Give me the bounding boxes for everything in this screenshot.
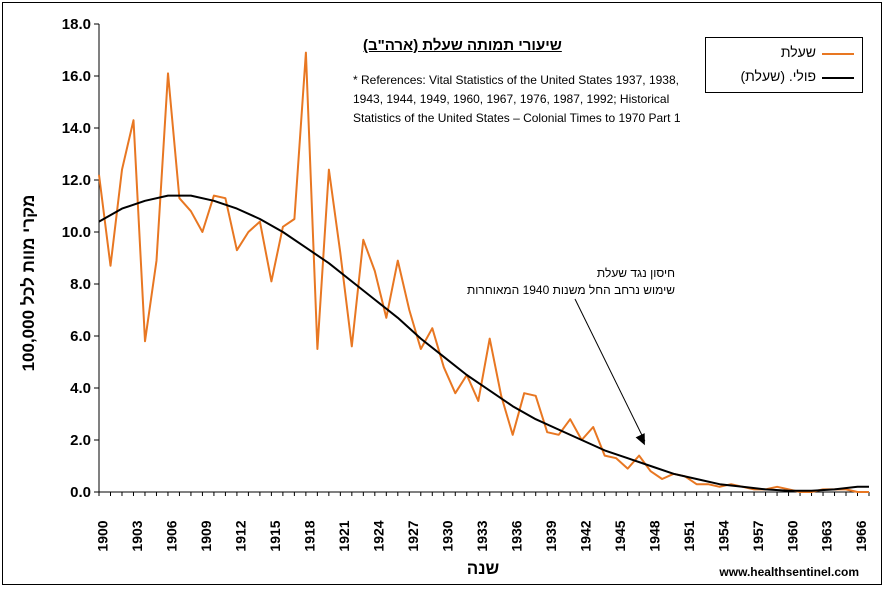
- annotation-arrow-head: [635, 433, 645, 446]
- x-tick-label: 1912: [233, 520, 249, 551]
- x-tick-label: 1906: [164, 520, 180, 551]
- x-tick-label: 1939: [543, 520, 559, 551]
- x-axis-label: שנה: [466, 559, 500, 578]
- x-tick-label: 1957: [750, 520, 766, 551]
- y-tick-label: 16.0: [62, 68, 91, 85]
- chart-legend: שעלת פולי. (שעלת): [705, 37, 863, 93]
- legend-entry-trend: פולי. (שעלת): [706, 66, 862, 88]
- y-tick-label: 18.0: [62, 16, 91, 33]
- source-credit: www.healthsentinel.com: [719, 565, 859, 579]
- x-tick-label: 1960: [784, 520, 800, 551]
- x-tick-label: 1915: [267, 520, 283, 551]
- y-axis-label: מקרי מוות לכל 100,000: [19, 194, 38, 372]
- references-note: * References: Vital Statistics of the Un…: [353, 73, 681, 125]
- x-tick-label: 1936: [508, 520, 524, 551]
- x-tick-label: 1930: [439, 520, 455, 551]
- x-tick-labels: 1900 1903 1906 1909 1912 1915 1918 1921 1924 1927…: [95, 520, 870, 551]
- annotation-line-1: חיסון נגד שעלת: [596, 266, 675, 280]
- y-tick-label: 8.0: [70, 276, 91, 293]
- y-tick-label: 0.0: [70, 484, 91, 501]
- chart-title: שיעורי תמותה שעלת (ארה"ב): [363, 37, 562, 54]
- y-tick-label: 10.0: [62, 224, 91, 241]
- x-tick-label: 1945: [612, 520, 628, 551]
- x-tick-label: 1951: [681, 520, 697, 551]
- annotation-arrow: [574, 298, 646, 446]
- series-line-trend: [98, 194, 869, 492]
- x-tick-label: 1903: [129, 520, 145, 551]
- x-tick-label: 1918: [302, 520, 318, 551]
- x-tick-label: 1900: [95, 520, 111, 551]
- x-tick-label: 1924: [371, 520, 387, 551]
- x-tick-label: 1966: [853, 520, 869, 551]
- y-tick-label: 12.0: [62, 172, 91, 189]
- y-tick-label: 2.0: [70, 432, 91, 449]
- x-tick-label: 1942: [577, 520, 593, 551]
- legend-swatch-trend: [822, 77, 854, 79]
- x-tick-label: 1921: [336, 520, 352, 551]
- annotation-arrow-line: [574, 298, 646, 442]
- chart-series: [98, 51, 869, 493]
- legend-label-trend: פולי. (שעלת): [740, 68, 816, 84]
- legend-label-pertussis: שעלת: [780, 44, 816, 60]
- x-tick-label: 1963: [819, 520, 835, 551]
- y-tick-label: 14.0: [62, 120, 91, 137]
- chart-svg: 0.0 2.0 4.0 6.0 8.0 10.0 12.0 14.0 16.0 18.0 1900…: [62, 16, 870, 552]
- chart-axes: [94, 23, 870, 496]
- x-tick-label: 1933: [474, 520, 490, 551]
- x-tick-label: 1948: [646, 520, 662, 551]
- legend-swatch-pertussis: [822, 53, 854, 55]
- y-tick-labels: 0.0 2.0 4.0 6.0 8.0 10.0 12.0 14.0 16.0 18.0: [62, 16, 91, 501]
- annotation-line-2: שימוש נרחב החל משנות 1940 המאוחרות: [467, 283, 675, 297]
- vaccine-annotation: חיסון נגד שעלת שימוש נרחב החל משנות 1940…: [435, 265, 675, 299]
- legend-entry-pertussis: שעלת: [706, 42, 862, 64]
- y-tick-label: 6.0: [70, 328, 91, 345]
- x-tick-label: 1954: [715, 520, 731, 551]
- x-tick-label: 1927: [405, 520, 421, 551]
- x-tick-label: 1909: [198, 520, 214, 551]
- y-tick-label: 4.0: [70, 380, 91, 397]
